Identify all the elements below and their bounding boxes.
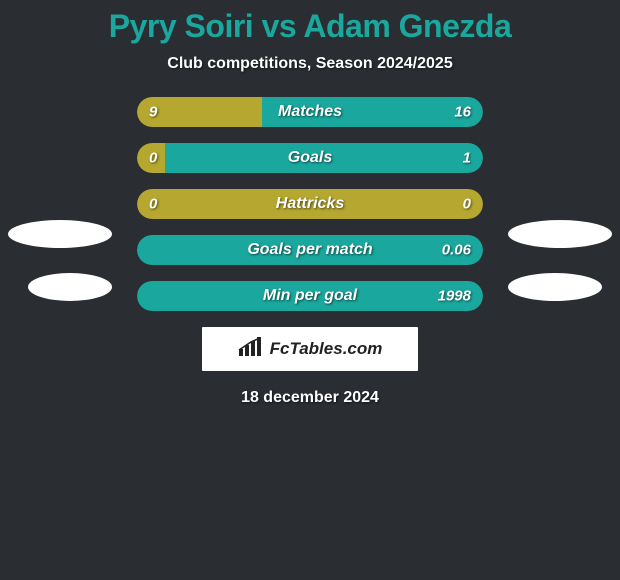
- page-title: Pyry Soiri vs Adam Gnezda: [0, 8, 620, 45]
- stat-label: Goals per match: [247, 241, 372, 259]
- stat-bar: 0 1 Goals: [137, 143, 483, 173]
- stats-card: Pyry Soiri vs Adam Gnezda Club competiti…: [0, 0, 620, 407]
- stat-value-left: 0: [149, 150, 157, 167]
- stat-bar: 9 16 Matches: [137, 97, 483, 127]
- stat-value-left: 0: [149, 196, 157, 213]
- stat-label: Min per goal: [263, 287, 357, 305]
- stat-label: Matches: [278, 103, 342, 121]
- chart-area: 9 16 Matches 0 1 Goals 0 0 Hattricks 0.06 Goals pe…: [0, 97, 620, 311]
- stat-row: 0 1 Goals: [0, 143, 620, 173]
- stat-bar: 0 0 Hattricks: [137, 189, 483, 219]
- team-badge-placeholder: [508, 273, 602, 301]
- generated-date: 18 december 2024: [0, 389, 620, 407]
- stat-value-right: 1998: [438, 288, 471, 305]
- team-badge-placeholder: [508, 220, 612, 248]
- stat-label: Goals: [288, 149, 332, 167]
- stat-value-left: 9: [149, 104, 157, 121]
- subtitle: Club competitions, Season 2024/2025: [0, 55, 620, 73]
- stat-row: 9 16 Matches: [0, 97, 620, 127]
- team-badge-placeholder: [8, 220, 112, 248]
- stat-bar: 0.06 Goals per match: [137, 235, 483, 265]
- stat-row: 0 0 Hattricks: [0, 189, 620, 219]
- brand-text: FcTables.com: [270, 339, 383, 359]
- brand-box[interactable]: FcTables.com: [202, 327, 418, 371]
- stat-value-right: 1: [463, 150, 471, 167]
- team-badge-placeholder: [28, 273, 112, 301]
- stat-value-right: 0.06: [442, 242, 471, 259]
- stat-value-right: 16: [454, 104, 471, 121]
- stat-value-right: 0: [463, 196, 471, 213]
- stat-label: Hattricks: [276, 195, 344, 213]
- brand-chart-icon: [238, 337, 264, 362]
- stat-bar: 1998 Min per goal: [137, 281, 483, 311]
